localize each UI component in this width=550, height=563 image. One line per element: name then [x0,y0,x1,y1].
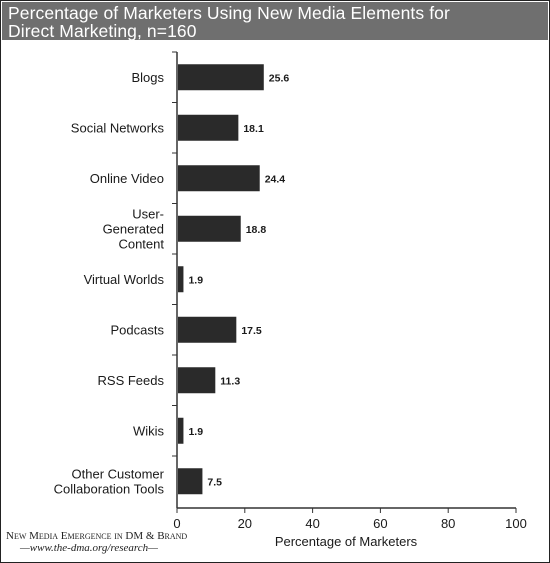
category-label: Wikis [133,423,165,438]
data-label: 11.3 [220,375,240,387]
data-label: 1.9 [188,274,203,286]
category-label: Collaboration Tools [54,481,165,496]
bar [178,165,260,192]
category-label: User- [132,206,164,221]
chart-title-line-1: Percentage of Marketers Using New Media … [8,3,450,23]
x-tick-label: 60 [373,516,387,531]
category-label: Other Customer [72,466,165,481]
data-label: 1.9 [188,426,203,438]
data-label: 7.5 [207,476,222,488]
data-label: 17.5 [241,325,262,337]
category-label: Content [118,236,164,251]
data-label: 25.6 [269,72,290,84]
x-tick-label: 80 [441,516,455,531]
bar [178,316,237,343]
bar [178,215,241,242]
bar [178,266,184,293]
category-label: Blogs [131,70,164,85]
x-tick-label: 100 [505,516,527,531]
bar [178,417,184,444]
chart-title-line-2: Direct Marketing, n=160 [8,21,197,41]
category-label: Podcasts [111,322,165,337]
bar [178,468,203,495]
data-label: 18.8 [246,224,267,236]
source-line-2: —www.the-dma.org/research— [20,542,158,554]
data-label: 18.1 [243,123,264,135]
bar [178,114,239,141]
category-label: RSS Feeds [98,373,165,388]
category-label: Generated [103,221,164,236]
x-tick-label: 20 [238,516,252,531]
category-label: Social Networks [71,120,165,135]
bar [178,64,264,91]
data-label: 24.4 [265,173,286,185]
source-line-1: New Media Emergence in DM & Brand [6,530,188,542]
bar [178,367,216,394]
x-tick-label: 0 [173,516,180,531]
chart-title: Percentage of Marketers Using New Media … [2,2,548,40]
category-label: Virtual Worlds [84,272,165,287]
category-label: Online Video [90,171,164,186]
source-note: New Media Emergence in DM & Brand —www.t… [6,530,187,554]
x-axis-title: Percentage of Marketers [275,534,418,549]
x-tick-label: 40 [305,516,319,531]
